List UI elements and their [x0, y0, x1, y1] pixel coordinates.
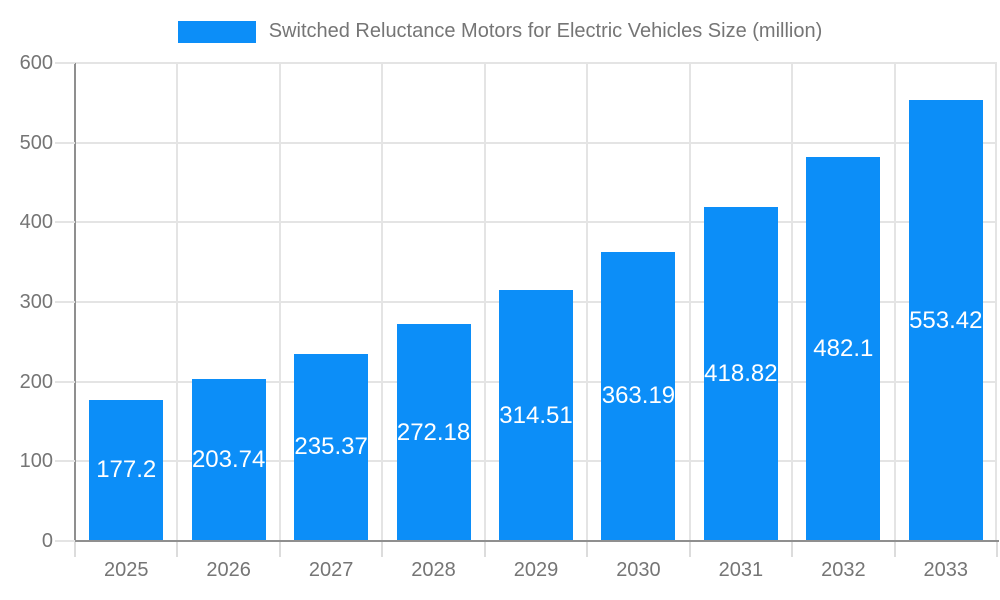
- gridline-h: [75, 141, 997, 144]
- x-axis-tick-label: 2031: [718, 559, 764, 581]
- gridline-v: [586, 63, 589, 541]
- bar-value-label: 482.1: [813, 334, 874, 362]
- gridline-v: [995, 63, 997, 541]
- x-axis-tick-label: 2032: [821, 559, 866, 581]
- y-axis-tick-label: 0: [41, 530, 53, 552]
- x-axis-tick: [176, 542, 179, 557]
- y-axis-tick: [55, 460, 75, 463]
- gridline-v: [483, 63, 486, 541]
- bar-2026[interactable]: 203.74: [191, 378, 266, 541]
- legend[interactable]: Switched Reluctance Motors for Electric …: [0, 20, 1000, 43]
- x-axis-tick: [278, 542, 281, 557]
- gridline-v: [791, 63, 794, 541]
- gridline-v: [176, 63, 179, 541]
- x-axis-tick-label: 2030: [616, 559, 661, 581]
- x-axis-tick: [381, 542, 384, 557]
- y-axis-tick-label: 100: [19, 450, 53, 473]
- x-axis-line: [74, 540, 999, 542]
- bar-value-label: 272.18: [396, 418, 471, 446]
- x-axis-tick-label: 2028: [411, 559, 456, 581]
- bar-2030[interactable]: 363.19: [601, 251, 676, 541]
- bar-value-label: 363.19: [601, 382, 676, 410]
- bar-2029[interactable]: 314.51: [499, 290, 573, 541]
- x-axis-tick: [996, 542, 998, 557]
- x-axis-tick: [688, 542, 691, 557]
- bar-value-label: 177.2: [96, 456, 157, 484]
- x-axis-tick-label: 2026: [206, 559, 251, 581]
- x-axis-tick: [74, 542, 76, 557]
- plot-area: 177.2 203.74 235.37 272.18 314.51 363.19 418.8…: [75, 62, 997, 541]
- legend-label: Switched Reluctance Motors for Electric …: [268, 20, 823, 42]
- legend-swatch[interactable]: [177, 20, 256, 43]
- y-axis-tick-label: 500: [19, 131, 53, 154]
- y-axis-tick-label: 600: [19, 52, 53, 74]
- y-axis-tick: [55, 141, 75, 144]
- x-axis-tick: [483, 542, 486, 557]
- gridline-v: [278, 63, 281, 541]
- x-axis-tick-label: 2029: [513, 559, 559, 581]
- x-axis-tick: [791, 542, 794, 557]
- y-axis-tick-label: 400: [19, 211, 53, 234]
- y-axis-tick-label: 300: [19, 291, 53, 313]
- x-axis-tick-label: 2025: [103, 559, 149, 581]
- y-axis-tick: [55, 380, 75, 383]
- bar-2032[interactable]: 482.1: [806, 156, 881, 541]
- x-axis-tick-label: 2033: [923, 559, 969, 581]
- gridline-v: [381, 63, 384, 541]
- y-axis-tick: [55, 221, 75, 224]
- bar-value-label: 203.74: [191, 445, 266, 473]
- y-axis-tick: [55, 540, 75, 542]
- bar-2027[interactable]: 235.37: [294, 353, 369, 541]
- gridline-h: [75, 62, 997, 64]
- bar-2028[interactable]: 272.18: [396, 324, 471, 541]
- y-axis-tick-label: 200: [19, 370, 53, 393]
- bar-value-label: 314.51: [499, 401, 573, 429]
- y-axis-tick: [55, 301, 75, 303]
- y-axis-tick: [55, 62, 75, 64]
- y-axis-line: [74, 63, 76, 542]
- gridline-v: [688, 63, 691, 541]
- bar-2033[interactable]: 553.42: [908, 100, 983, 541]
- x-axis-tick: [893, 542, 896, 557]
- x-axis-tick: [586, 542, 589, 557]
- gridline-v: [893, 63, 896, 541]
- bar-2025[interactable]: 177.2: [89, 399, 164, 541]
- bar-value-label: 553.42: [909, 306, 983, 334]
- bar-value-label: 235.37: [294, 433, 368, 461]
- bar-value-label: 418.82: [704, 360, 778, 388]
- bar-2031[interactable]: 418.82: [703, 207, 778, 541]
- gridline-h: [75, 221, 997, 224]
- x-axis-tick-label: 2027: [308, 559, 354, 581]
